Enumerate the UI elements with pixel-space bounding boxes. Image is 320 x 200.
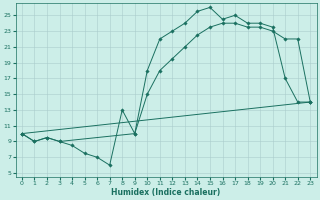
X-axis label: Humidex (Indice chaleur): Humidex (Indice chaleur)	[111, 188, 221, 197]
